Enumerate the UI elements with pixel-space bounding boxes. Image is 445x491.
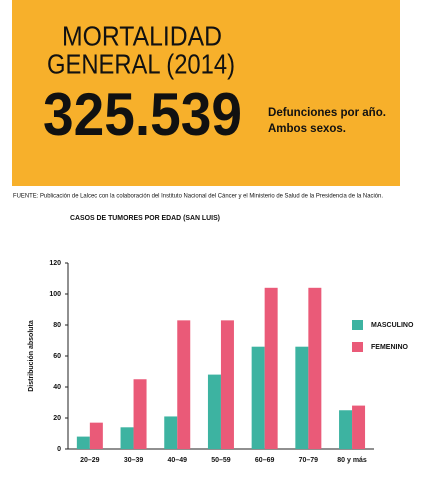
source: FUENTE: Publicación de Lalcec con la col… — [13, 194, 383, 200]
x-tick-label: 30–39 — [124, 457, 144, 464]
big-number: 325.539 — [43, 81, 242, 148]
bar — [339, 410, 353, 449]
bar — [133, 379, 147, 449]
x-tick-label: 50–59 — [211, 457, 231, 464]
y-tick-label: 120 — [49, 260, 61, 267]
bar — [352, 405, 366, 449]
y-tick-label: 80 — [53, 322, 61, 329]
caption: Ambos sexos. — [268, 121, 346, 135]
bar — [89, 422, 103, 449]
bar — [76, 436, 90, 449]
bar — [295, 346, 309, 449]
bar — [177, 320, 191, 449]
legend-label: MASCULINO — [371, 322, 414, 329]
x-tick-label: 20–29 — [80, 457, 100, 464]
header-title: MORTALIDAD — [62, 20, 222, 51]
y-tick-label: 0 — [57, 446, 61, 453]
x-tick-label: 70–79 — [299, 457, 319, 464]
x-tick-label: 40–49 — [168, 457, 188, 464]
bar — [164, 416, 178, 449]
bar — [207, 374, 221, 449]
legend-label: FEMENINO — [371, 344, 409, 351]
bar — [264, 287, 278, 449]
y-axis-label: Distribución absoluta — [28, 320, 35, 392]
legend-swatch — [352, 342, 363, 352]
caption: Defunciones por año. — [268, 105, 386, 119]
bar — [251, 346, 265, 449]
x-tick-label: 80 y más — [337, 457, 367, 464]
chart-title: CASOS DE TUMORES POR EDAD (SAN LUIS) — [70, 215, 220, 222]
bar — [308, 287, 322, 449]
legend-swatch — [352, 320, 363, 330]
bar — [220, 320, 234, 449]
bar — [120, 427, 134, 449]
y-tick-label: 20 — [53, 415, 61, 422]
y-tick-label: 100 — [49, 291, 61, 298]
header-title: GENERAL (2014) — [47, 48, 235, 79]
y-tick-label: 60 — [53, 353, 61, 360]
x-tick-label: 60–69 — [255, 457, 275, 464]
y-tick-label: 40 — [53, 384, 61, 391]
header-panel — [12, 0, 400, 186]
